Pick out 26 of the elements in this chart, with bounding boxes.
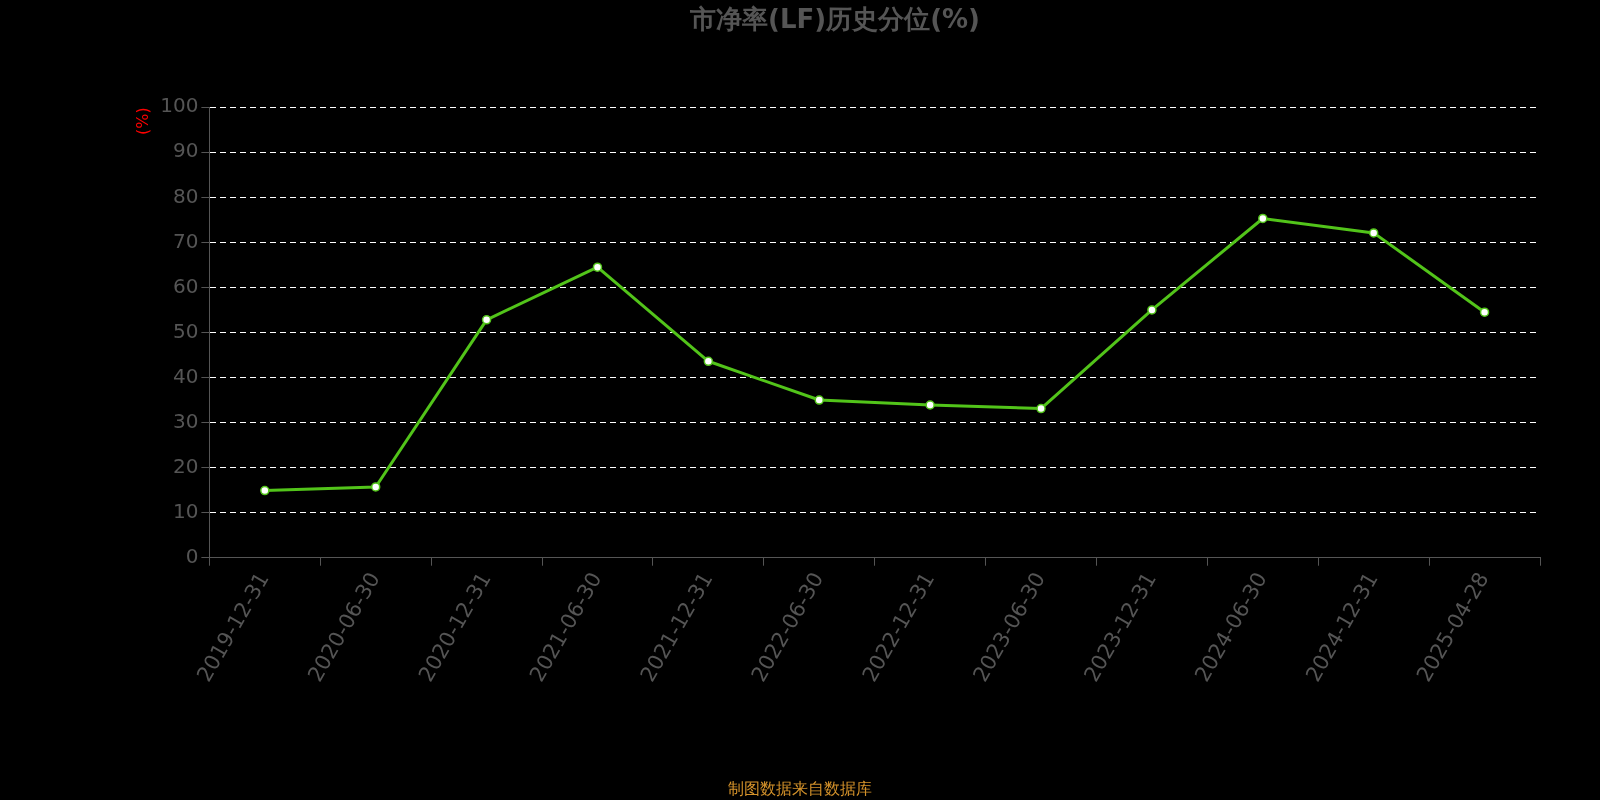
point xyxy=(703,356,714,367)
y-tick-label: 70 xyxy=(172,228,199,253)
y-tick-label: 60 xyxy=(172,273,199,298)
point xyxy=(1147,305,1157,315)
point xyxy=(1036,403,1046,414)
point xyxy=(370,482,381,492)
point xyxy=(814,395,824,405)
chart-title: 市净率(LF)历史分位(%) xyxy=(689,4,980,35)
point xyxy=(1258,213,1268,224)
y-tick-label: 100 xyxy=(160,93,199,118)
point xyxy=(1479,307,1490,317)
point xyxy=(925,400,935,410)
y-tick-label: 10 xyxy=(172,498,199,523)
point xyxy=(592,262,603,272)
point xyxy=(260,485,270,496)
y-tick-label: 50 xyxy=(172,318,199,343)
y-tick-label: 20 xyxy=(172,453,199,478)
y-axis-title: (%) xyxy=(132,107,152,135)
y-tick-label: 90 xyxy=(172,138,199,163)
point xyxy=(1368,228,1379,238)
y-tick-label: 30 xyxy=(172,408,199,433)
y-tick-label: 80 xyxy=(172,183,199,208)
point xyxy=(481,315,492,325)
y-tick-label: 40 xyxy=(172,363,199,388)
text: 制图数据来自数据库 xyxy=(728,779,872,799)
y-tick-label: 0 xyxy=(185,543,199,568)
